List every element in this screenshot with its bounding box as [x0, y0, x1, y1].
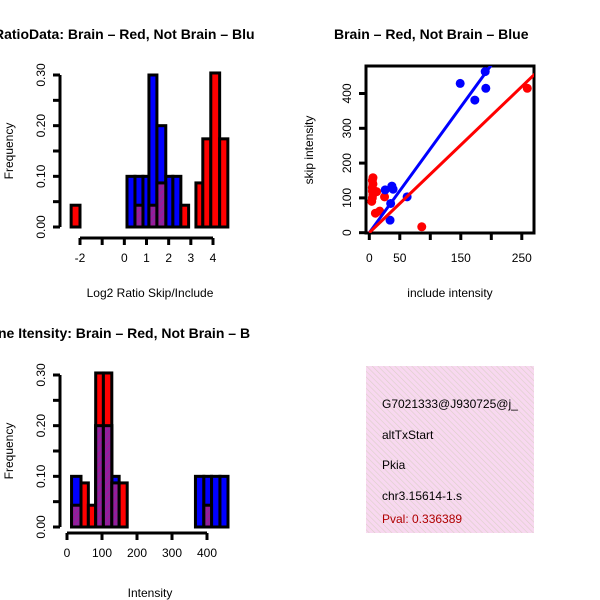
info-pval: Pval: 0.336389: [382, 512, 462, 526]
plot-frame: [364, 64, 536, 235]
fit-line-blue: [368, 66, 493, 233]
info-line-locus: chr3.15614-1.s: [382, 489, 462, 503]
info-line-type: altTxStart: [382, 428, 434, 442]
x-tick-label: 200: [127, 546, 147, 560]
y-tick-label: 0.30: [34, 63, 48, 87]
x-tick-label: 400: [197, 546, 217, 560]
y-tick-label: 0.10: [34, 464, 48, 488]
plot-area: [367, 66, 534, 233]
bar-red: [117, 481, 129, 529]
bar-red: [69, 203, 82, 229]
x-tick-label: 150: [451, 251, 471, 265]
x-axis-label: Log2 Ratio Skip/Include: [87, 286, 214, 300]
info-panel-bg: [366, 366, 534, 533]
y-tick-label: 0.20: [34, 114, 48, 138]
x-tick-label: 0: [121, 251, 128, 265]
fit-line-red: [368, 72, 534, 233]
bar-blue: [218, 474, 230, 529]
point-blue: [470, 95, 480, 105]
x-axis-label: Intensity: [128, 586, 173, 600]
point-red: [417, 222, 427, 232]
x-tick-label: 0: [366, 251, 373, 265]
x-tick-label: 2: [165, 251, 172, 265]
x-tick-label: 3: [187, 251, 194, 265]
point-blue: [388, 184, 398, 194]
x-axis-label: include intensity: [407, 286, 492, 300]
point-blue: [455, 78, 465, 88]
point-blue: [481, 83, 491, 93]
x-tick-label: -2: [75, 251, 86, 265]
y-tick-label: 0: [340, 229, 354, 236]
x-tick-label: 250: [512, 251, 532, 265]
bar-blue: [171, 174, 183, 229]
hist1: 0.00 0.10 0.20 0.30 -2 0 1 2 3 4 Log2 Ratio Skip/I…: [2, 63, 230, 300]
point-red: [380, 192, 390, 202]
bar-overlap: [155, 181, 168, 229]
scatter-plot: 0 50 150 250 0 100 200 300 400 include intensity s…: [302, 64, 536, 300]
y-tick-label: 0.30: [34, 363, 48, 387]
scatter-title: Brain – Red, Not Brain – Blue: [334, 26, 529, 42]
y-tick-label: 100: [340, 188, 354, 208]
x-tick-label: 1: [143, 251, 150, 265]
info-line-gene: Pkia: [382, 458, 406, 472]
hist2-title: ne Itensity: Brain – Red, Not Brain – B: [0, 325, 250, 341]
bar-overlap: [101, 424, 114, 529]
x-tick-label: 300: [162, 546, 182, 560]
x-tick-label: 100: [92, 546, 112, 560]
bar-red: [179, 203, 191, 229]
y-tick-label: 0.00: [34, 215, 48, 239]
bar-red: [218, 137, 230, 229]
point-red: [368, 173, 378, 183]
y-tick-label: 0.00: [34, 515, 48, 539]
x-tick-label: 50: [393, 251, 407, 265]
y-tick-label: 300: [340, 118, 354, 138]
hist2: 0.00 0.10 0.20 0.30 0 100 200 300 400 Intensity Fr…: [2, 363, 230, 600]
point-blue: [380, 185, 390, 195]
x-tick-label: 4: [210, 251, 217, 265]
bar-overlap: [202, 503, 214, 529]
info-panel: G7021333@J930725@j_ altTxStart Pkia chr3…: [366, 366, 534, 533]
point-blue: [385, 215, 395, 225]
hist1-title: RatioData: Brain – Red, Not Brain – Blu: [0, 26, 255, 42]
y-tick-label: 0.10: [34, 164, 48, 188]
y-axis-label: Frequency: [2, 123, 16, 180]
y-tick-label: 400: [340, 83, 354, 103]
y-axis-label: Frequency: [2, 423, 16, 480]
y-tick-label: 0.20: [34, 414, 48, 438]
point-red: [522, 83, 532, 93]
bar-overlap: [133, 203, 145, 229]
info-line-id: G7021333@J930725@j_: [382, 397, 518, 411]
y-tick-label: 200: [340, 153, 354, 173]
point-red: [372, 187, 382, 197]
x-tick-label: 0: [64, 546, 71, 560]
y-axis-label: skip intensity: [302, 116, 316, 185]
